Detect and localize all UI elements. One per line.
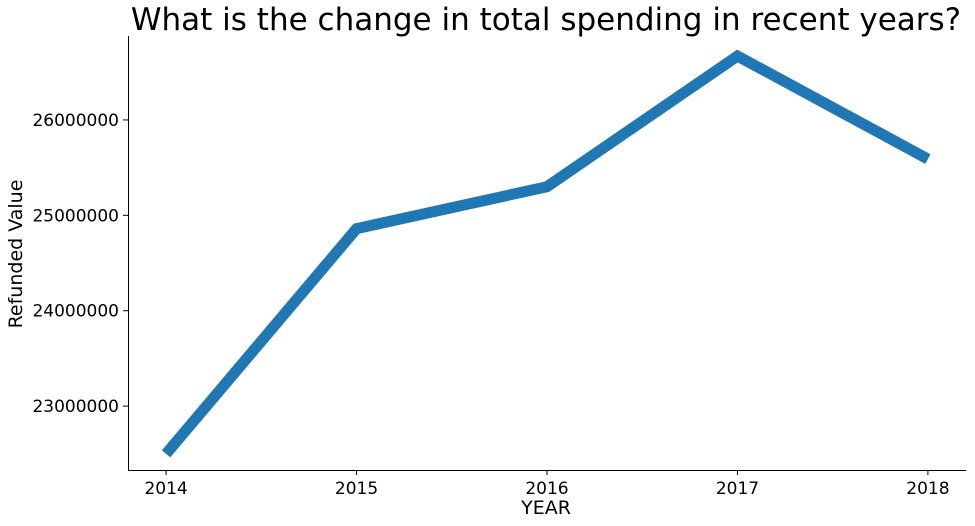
chart-title: What is the change in total spending in … [131, 2, 961, 38]
x-tick-label: 2015 [335, 479, 378, 499]
x-axis-ticks: 2014 2015 2016 2017 2018 [144, 470, 950, 499]
x-axis-label: YEAR [520, 497, 571, 519]
x-tick-label: 2016 [525, 479, 568, 499]
x-tick-label: 2017 [716, 479, 759, 499]
x-tick-label: 2014 [144, 479, 187, 499]
x-tick-label: 2018 [906, 479, 949, 499]
y-axis-ticks: 23000000 24000000 25000000 26000000 [32, 111, 128, 417]
series-line [161, 49, 931, 458]
y-axis-label: Refunded Value [5, 180, 27, 329]
y-tick-label: 23000000 [32, 397, 119, 417]
y-tick-label: 25000000 [32, 206, 119, 226]
y-tick-label: 26000000 [32, 111, 119, 131]
y-tick-label: 24000000 [32, 302, 119, 322]
